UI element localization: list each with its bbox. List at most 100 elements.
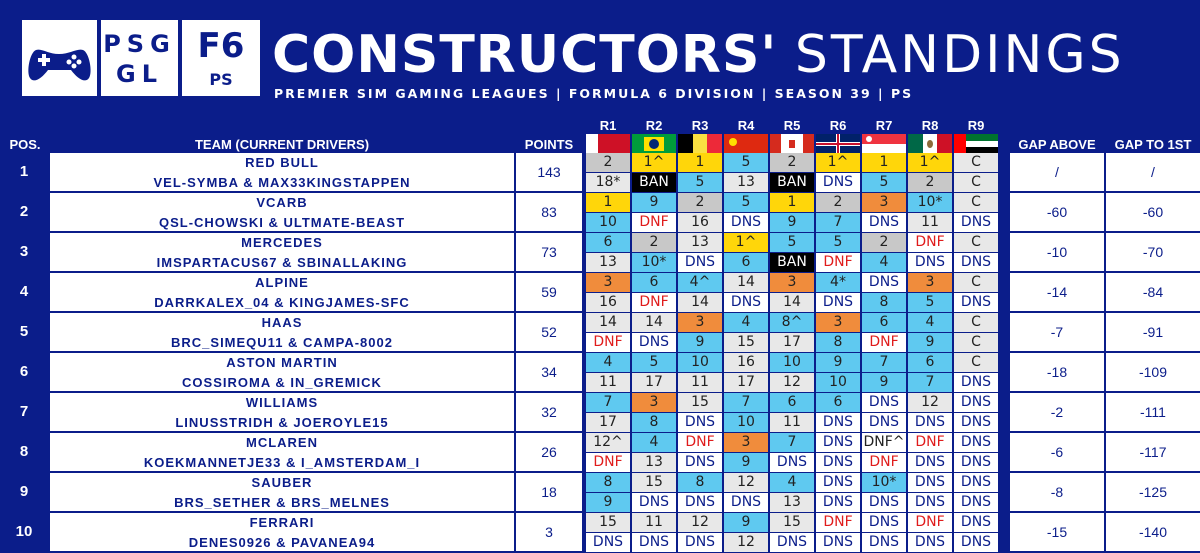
round-label-r3: R3 <box>691 118 709 133</box>
race-result: 7 <box>770 433 814 452</box>
team-position: 5 <box>19 323 29 340</box>
race-result: 4 <box>908 313 952 332</box>
race-result: C <box>954 233 998 252</box>
team-cell: ASTON MARTIN COSSIROMA & IN_GREMICK <box>50 353 514 391</box>
race-result: 3 <box>586 273 630 292</box>
race-result: 11 <box>908 213 952 232</box>
race-result: 10 <box>586 213 630 232</box>
race-result: DNF <box>862 453 906 472</box>
race-result: DNS <box>816 173 860 192</box>
race-result: 3 <box>816 313 860 332</box>
race-result: DNS <box>862 533 906 552</box>
race-result: 7 <box>586 393 630 412</box>
gap-to-first: -109 <box>1106 353 1200 391</box>
flag-singapore-icon <box>862 134 906 154</box>
f6-logo: F6 PS <box>182 20 260 96</box>
race-result: 2 <box>586 153 630 172</box>
race-result: 9 <box>862 373 906 392</box>
round-label-r7: R7 <box>875 118 893 133</box>
gap-to-first: / <box>1106 153 1200 191</box>
race-result: 8 <box>816 333 860 352</box>
race-result: DNF <box>632 213 676 232</box>
race-result: 17 <box>586 413 630 432</box>
team-drivers: DENES0926 & PAVANEA94 <box>188 535 376 550</box>
race-result: 3 <box>862 193 906 212</box>
race-result: 5 <box>816 233 860 252</box>
race-result: 17 <box>724 373 768 392</box>
race-result: 13 <box>632 453 676 472</box>
team-points: 32 <box>516 393 582 431</box>
race-result: 17 <box>632 373 676 392</box>
race-result: 5 <box>678 173 722 192</box>
race-result: 12 <box>770 373 814 392</box>
team-position: 10 <box>15 523 33 540</box>
race-result: C <box>954 173 998 192</box>
race-result: 1 <box>862 153 906 172</box>
race-result: 6 <box>908 353 952 372</box>
psgl-logo: PSG GL <box>101 20 178 96</box>
race-result: DNS <box>816 433 860 452</box>
race-result: 5 <box>862 173 906 192</box>
race-result: DNF <box>586 333 630 352</box>
race-result: 8^ <box>770 313 814 332</box>
header-pos: POS. <box>9 137 41 152</box>
team-points: 83 <box>516 193 582 231</box>
gap-to-first: -111 <box>1106 393 1200 431</box>
flag-mexico-icon <box>908 134 952 154</box>
gap-above: -60 <box>1010 193 1104 231</box>
race-result: 4 <box>724 313 768 332</box>
team-cell: VCARB QSL-CHOWSKI & ULTMATE-BEAST <box>50 193 514 231</box>
psgl-logo-line2: GL <box>116 60 163 88</box>
race-result: 15 <box>678 393 722 412</box>
race-result: DNS <box>908 453 952 472</box>
race-result: 3 <box>724 433 768 452</box>
team-position: 4 <box>19 283 29 300</box>
race-result: DNS <box>908 533 952 552</box>
race-result: DNS <box>770 533 814 552</box>
race-result: 11 <box>770 413 814 432</box>
race-result: DNS <box>908 253 952 272</box>
race-result: 6 <box>770 393 814 412</box>
race-result: 10* <box>908 193 952 212</box>
race-result: DNS <box>678 533 722 552</box>
race-result: 3 <box>770 273 814 292</box>
gap-to-first: -140 <box>1106 513 1200 551</box>
gap-above: / <box>1010 153 1104 191</box>
team-cell: FERRARI DENES0926 & PAVANEA94 <box>50 513 514 551</box>
team-name: WILLIAMS <box>245 395 319 410</box>
race-result: 9 <box>586 493 630 512</box>
race-result: 9 <box>724 453 768 472</box>
race-result: 6 <box>816 393 860 412</box>
race-result: 10 <box>678 353 722 372</box>
race-result: 12 <box>908 393 952 412</box>
race-result: DNS <box>908 493 952 512</box>
race-result: DNS <box>724 213 768 232</box>
flag-uk-icon <box>816 134 860 154</box>
title-light: STANDINGS <box>794 25 1125 85</box>
race-result: 8 <box>632 413 676 432</box>
race-result: 13 <box>678 233 722 252</box>
race-result: 15 <box>770 513 814 532</box>
team-points: 26 <box>516 433 582 471</box>
race-result: 2 <box>908 173 952 192</box>
race-result: 7 <box>724 393 768 412</box>
race-result: 8 <box>678 473 722 492</box>
race-result: 2 <box>862 233 906 252</box>
race-result: 2 <box>632 233 676 252</box>
f6-logo-line1: F6 <box>197 26 245 66</box>
race-result: DNS <box>816 413 860 432</box>
team-position: 7 <box>19 403 29 420</box>
race-result: 9 <box>632 193 676 212</box>
race-result: DNS <box>678 493 722 512</box>
race-result: DNF <box>678 433 722 452</box>
race-result: 14 <box>770 293 814 312</box>
race-result: C <box>954 313 998 332</box>
header-gap-first: GAP TO 1ST <box>1114 137 1192 152</box>
race-result: 16 <box>586 293 630 312</box>
team-name: ASTON MARTIN <box>226 355 338 370</box>
race-result: DNS <box>862 513 906 532</box>
race-result: 12 <box>678 513 722 532</box>
gap-to-first: -117 <box>1106 433 1200 471</box>
race-result: DNS <box>586 533 630 552</box>
race-result: DNS <box>632 333 676 352</box>
